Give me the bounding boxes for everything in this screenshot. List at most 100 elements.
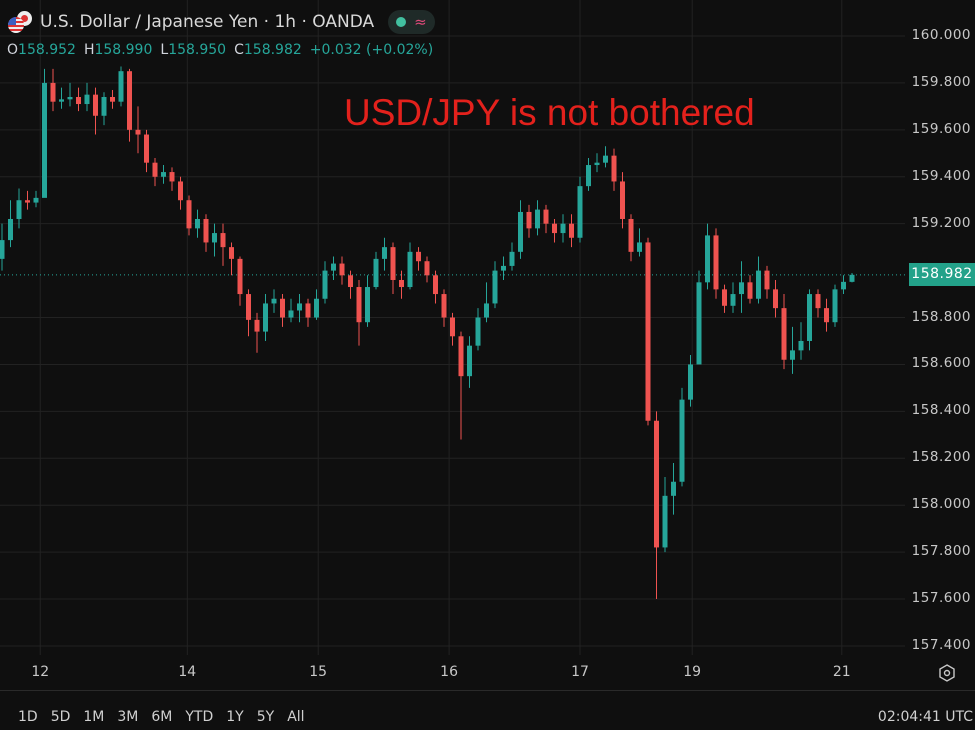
candle-body — [101, 96, 107, 116]
candle-body — [42, 82, 47, 198]
high-value: 158.990 — [94, 42, 153, 58]
time-tick-label: 21 — [832, 664, 851, 680]
low-value: 158.950 — [168, 42, 227, 58]
high-label: H — [83, 42, 95, 58]
candle-body — [305, 303, 311, 318]
candlestick-chart[interactable] — [0, 0, 975, 690]
range-all[interactable]: All — [287, 709, 305, 725]
candle-body — [484, 303, 489, 318]
status-pill[interactable]: ≈ — [388, 10, 435, 34]
candle-body — [297, 303, 302, 311]
candle-body — [467, 345, 472, 377]
candle-body — [178, 181, 183, 201]
price-tick-label: 159.200 — [911, 214, 971, 231]
utc-clock[interactable]: 02:04:41 UTC — [877, 709, 973, 725]
range-1y[interactable]: 1Y — [226, 709, 244, 725]
price-tick-label: 157.600 — [911, 590, 971, 607]
range-5y[interactable]: 5Y — [256, 709, 275, 725]
gear-icon[interactable] — [938, 664, 956, 682]
candle-body — [50, 82, 56, 102]
candle-body — [552, 223, 557, 234]
green-dot-icon — [396, 17, 407, 27]
candle-body — [713, 235, 719, 290]
symbol-header[interactable]: U.S. Dollar / Japanese Yen · 1h · OANDA … — [8, 10, 435, 34]
price-tick-label: 158.600 — [911, 355, 971, 372]
time-tick-label: 12 — [31, 664, 50, 680]
candle-body — [424, 261, 430, 276]
candle-body — [382, 247, 387, 259]
candle-body — [611, 155, 617, 182]
candle-body — [832, 289, 838, 323]
candle-body — [671, 481, 676, 496]
candle-body — [747, 282, 753, 299]
candle-body — [637, 242, 642, 252]
range-6m[interactable]: 6M — [151, 709, 173, 725]
candle-body — [16, 200, 22, 219]
candle-body — [543, 209, 549, 224]
range-1m[interactable]: 1M — [83, 709, 105, 725]
candle-body — [781, 308, 787, 360]
candle-body — [8, 218, 13, 241]
symbol-title[interactable]: U.S. Dollar / Japanese Yen · 1h · OANDA — [40, 12, 375, 32]
candle-body — [76, 96, 81, 105]
candle-body — [348, 275, 353, 288]
candle-body — [518, 211, 523, 252]
candle-body — [144, 134, 149, 163]
range-1d[interactable]: 1D — [18, 709, 38, 725]
candle-body — [365, 287, 370, 323]
candle-body — [798, 340, 804, 351]
candle-body — [280, 298, 285, 318]
candle-body — [161, 172, 166, 177]
currency-flags-icon — [8, 11, 34, 33]
candle-body — [237, 258, 243, 295]
price-tick-label: 159.600 — [911, 120, 971, 137]
time-tick-label: 16 — [440, 664, 459, 680]
candle-body — [288, 310, 294, 318]
time-tick-label: 15 — [309, 664, 328, 680]
candle-body — [356, 287, 362, 323]
candle-body — [688, 364, 693, 400]
candle-body — [577, 186, 583, 238]
candle-body — [560, 223, 566, 234]
price-tick-label: 157.400 — [911, 636, 971, 653]
price-tick-label: 158.200 — [911, 449, 971, 466]
candle-body — [0, 240, 5, 259]
ohlc-readout: O158.952 H158.990 L158.950 C158.982 +0.0… — [7, 42, 433, 58]
candle-body — [59, 99, 64, 102]
candle-body — [186, 200, 192, 229]
time-tick-label: 17 — [571, 664, 589, 680]
candle-body — [458, 336, 464, 377]
candle-body — [416, 251, 421, 262]
price-tick-label: 159.400 — [911, 167, 971, 184]
candle-body — [263, 303, 268, 332]
candle-body — [492, 270, 498, 304]
range-3m[interactable]: 3M — [117, 709, 139, 725]
close-value: 158.982 — [243, 42, 302, 58]
current-price-label: 158.982 — [909, 263, 975, 286]
candle-body — [790, 350, 795, 360]
range-5d[interactable]: 5D — [50, 709, 71, 725]
candle-body — [773, 289, 778, 309]
change-value: +0.032 (+0.02%) — [309, 42, 434, 58]
candle-body — [33, 197, 39, 203]
candle-body — [679, 399, 685, 482]
range-selector: 1D 5D 1M 3M 6M YTD 1Y 5Y All — [18, 709, 305, 725]
candle-body — [509, 251, 515, 266]
candle-body — [110, 96, 115, 102]
candle-body — [229, 247, 234, 259]
candle-body — [169, 172, 175, 182]
range-ytd[interactable]: YTD — [185, 709, 214, 725]
candle-body — [407, 251, 413, 288]
candle-body — [730, 294, 736, 306]
price-tick-label: 159.800 — [911, 73, 971, 90]
price-tick-label: 158.400 — [911, 402, 971, 419]
candle-body — [195, 218, 200, 229]
price-tick-label: 158.800 — [911, 308, 971, 325]
wave-icon: ≈ — [414, 13, 427, 31]
candle-body — [433, 275, 438, 295]
candle-body — [373, 258, 379, 288]
candle-body — [722, 289, 727, 306]
candle-body — [841, 281, 846, 290]
open-value: 158.952 — [18, 42, 76, 58]
close-label: C — [234, 42, 244, 58]
